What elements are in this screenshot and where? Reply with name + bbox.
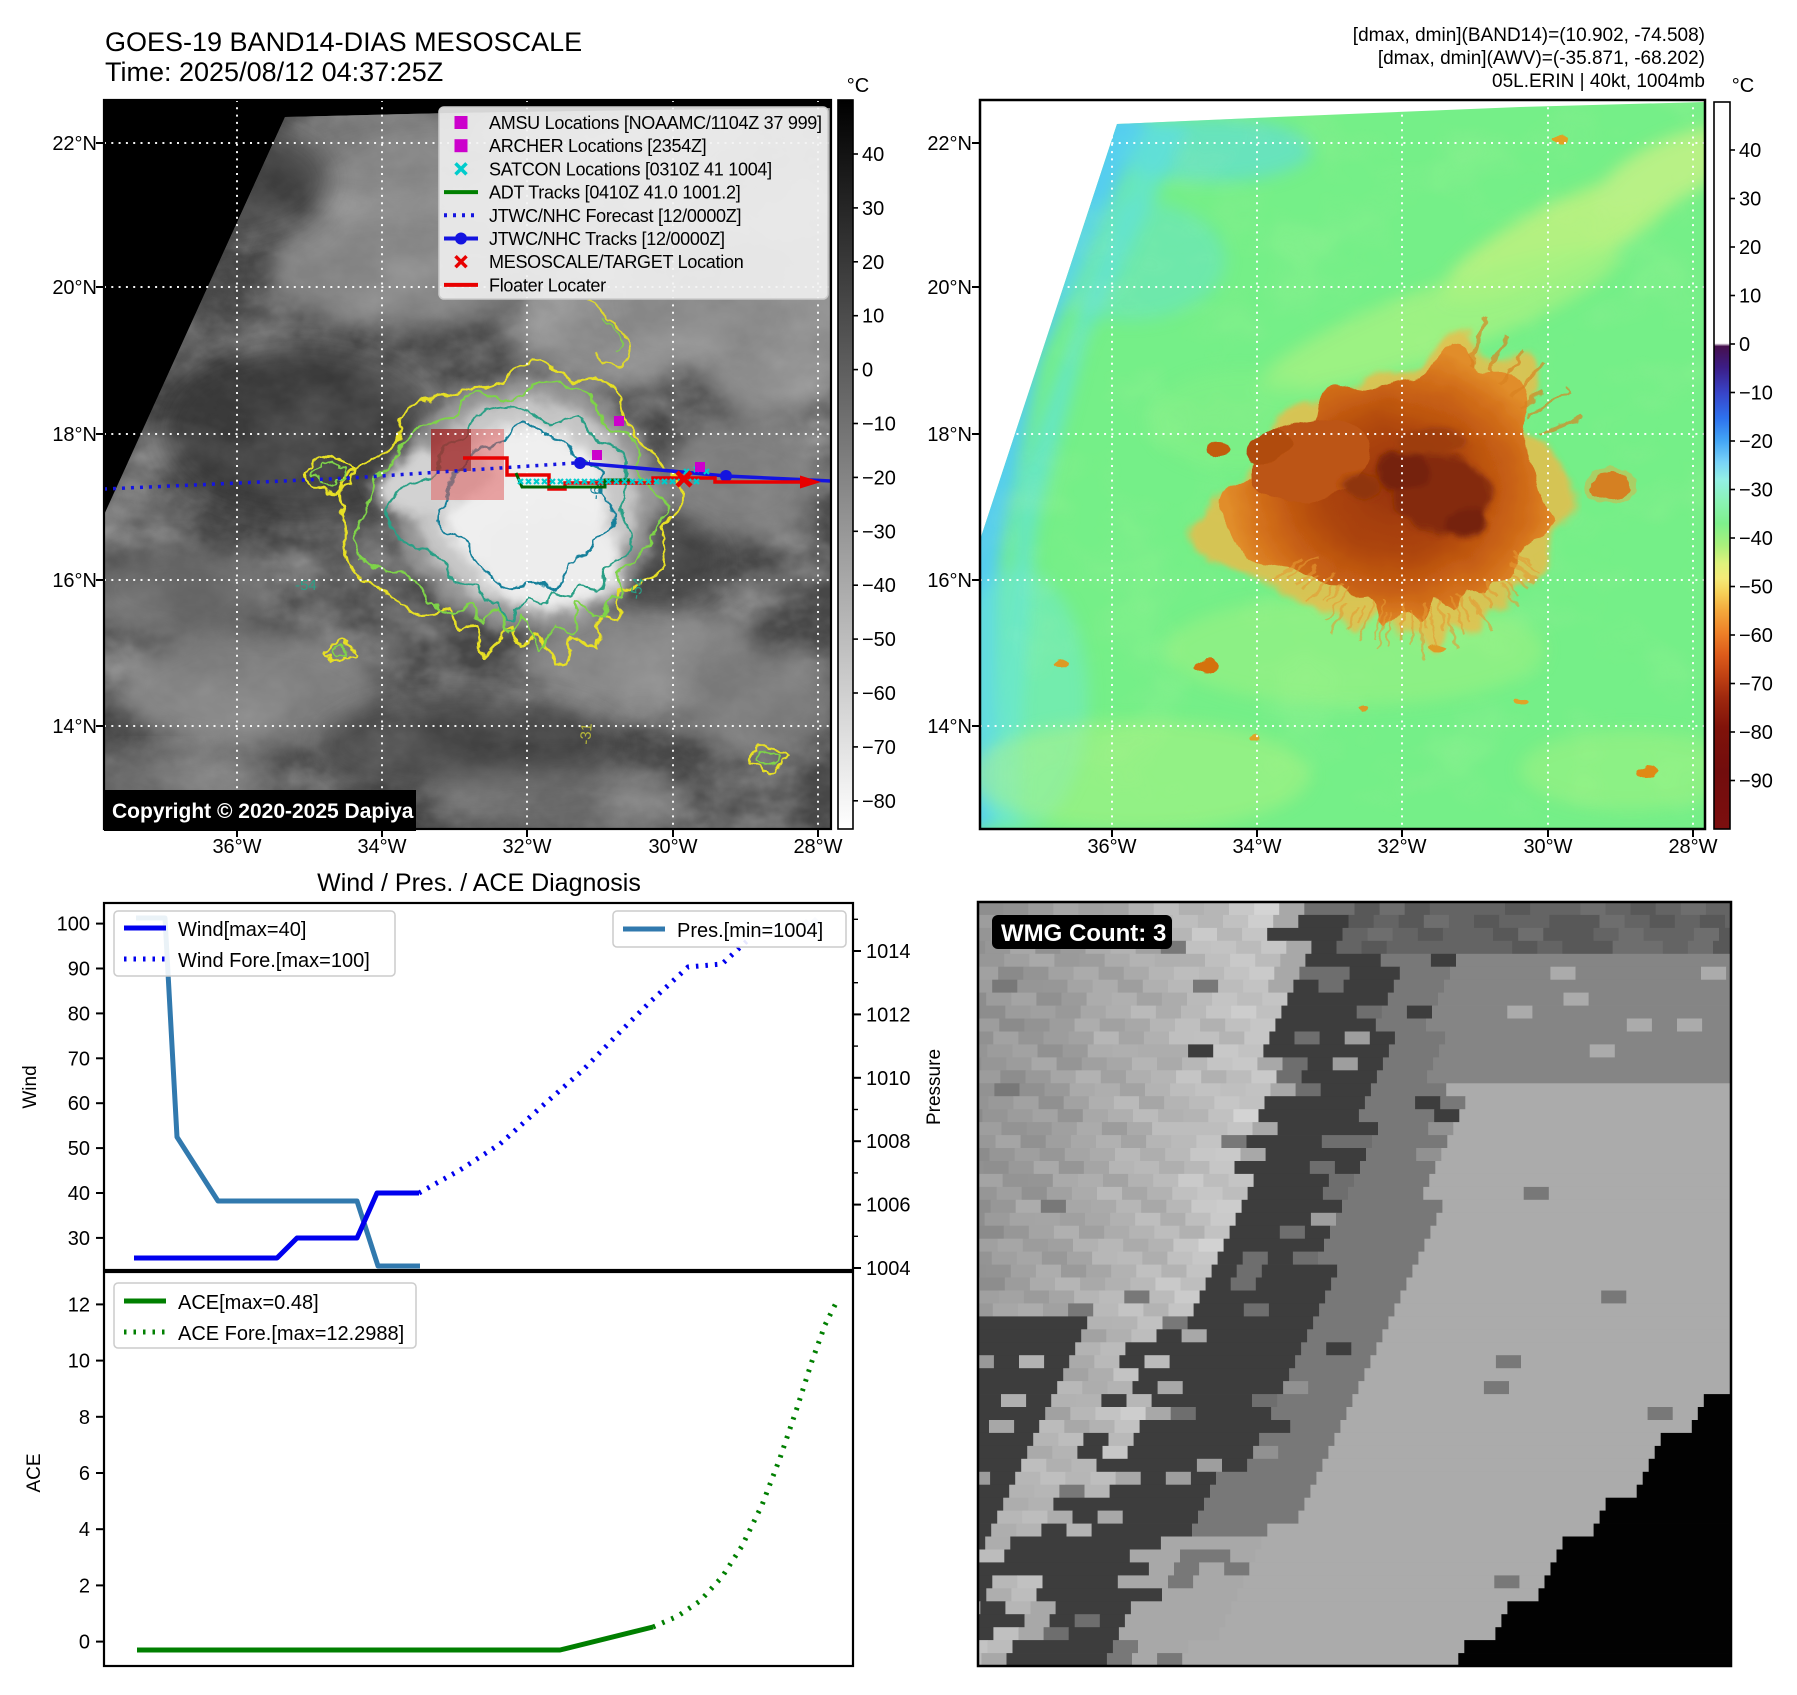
svg-text:[dmax, dmin](BAND14)=(10.902,: [dmax, dmin](BAND14)=(10.902, -74.508) xyxy=(1353,25,1705,46)
svg-text:-31: -31 xyxy=(577,722,596,745)
svg-text:−90: −90 xyxy=(1739,771,1773,793)
svg-text:32°W: 32°W xyxy=(1377,836,1426,858)
svg-text:°C: °C xyxy=(1732,75,1754,97)
svg-text:ARCHER Locations [2354Z]: ARCHER Locations [2354Z] xyxy=(489,136,706,156)
svg-text:1008: 1008 xyxy=(866,1131,911,1153)
svg-text:0: 0 xyxy=(1739,334,1750,356)
svg-text:34°W: 34°W xyxy=(357,836,406,858)
svg-text:−10: −10 xyxy=(862,414,896,436)
svg-text:2: 2 xyxy=(79,1575,90,1597)
svg-text:28°W: 28°W xyxy=(1668,836,1717,858)
svg-text:−70: −70 xyxy=(1739,674,1773,696)
svg-text:40: 40 xyxy=(1739,140,1761,162)
svg-text:GOES-19 BAND14-DIAS MESOSCALE: GOES-19 BAND14-DIAS MESOSCALE xyxy=(105,27,582,57)
svg-text:36°W: 36°W xyxy=(1087,836,1136,858)
svg-text:−50: −50 xyxy=(862,629,896,651)
svg-text:Wind: Wind xyxy=(20,1065,41,1108)
svg-text:10: 10 xyxy=(1739,286,1761,308)
svg-text:ACE: ACE xyxy=(24,1453,45,1492)
svg-text:−60: −60 xyxy=(862,683,896,705)
svg-text:1010: 1010 xyxy=(866,1068,911,1090)
svg-text:-64: -64 xyxy=(587,477,606,500)
svg-text:−10: −10 xyxy=(1739,383,1773,405)
svg-text:1006: 1006 xyxy=(866,1195,911,1217)
svg-text:Floater Locater: Floater Locater xyxy=(489,275,606,295)
svg-text:18°N: 18°N xyxy=(927,424,972,446)
svg-text:18°N: 18°N xyxy=(52,424,97,446)
svg-text:−20: −20 xyxy=(1739,431,1773,453)
svg-text:30°W: 30°W xyxy=(648,836,697,858)
svg-text:−80: −80 xyxy=(862,791,896,813)
svg-text:°C: °C xyxy=(847,75,869,97)
svg-text:Wind[max=40]: Wind[max=40] xyxy=(178,919,306,941)
svg-text:0: 0 xyxy=(862,360,873,382)
svg-text:AMSU Locations [NOAAMC/1104Z 3: AMSU Locations [NOAAMC/1104Z 37 999] xyxy=(489,113,822,133)
svg-text:10: 10 xyxy=(862,306,884,328)
svg-text:−80: −80 xyxy=(1739,722,1773,744)
svg-text:34°W: 34°W xyxy=(1232,836,1281,858)
svg-text:Wind / Pres. / ACE Diagnosis: Wind / Pres. / ACE Diagnosis xyxy=(317,869,641,897)
svg-text:80: 80 xyxy=(68,1003,90,1025)
svg-text:12: 12 xyxy=(68,1294,90,1316)
svg-text:20°N: 20°N xyxy=(52,277,97,299)
svg-text:−40: −40 xyxy=(1739,528,1773,550)
svg-text:32°W: 32°W xyxy=(502,836,551,858)
svg-text:90: 90 xyxy=(68,959,90,981)
svg-text:Pres.[min=1004]: Pres.[min=1004] xyxy=(677,920,823,942)
svg-text:0: 0 xyxy=(79,1632,90,1654)
svg-text:ACE Fore.[max=12.2988]: ACE Fore.[max=12.2988] xyxy=(178,1323,404,1345)
svg-text:22°N: 22°N xyxy=(927,133,972,155)
svg-text:SATCON Locations [0310Z 41 100: SATCON Locations [0310Z 41 1004] xyxy=(489,159,772,179)
svg-text:Wind Fore.[max=100]: Wind Fore.[max=100] xyxy=(178,950,370,972)
svg-text:50: 50 xyxy=(68,1138,90,1160)
svg-text:1012: 1012 xyxy=(866,1004,911,1026)
svg-text:−40: −40 xyxy=(862,575,896,597)
svg-text:Time: 2025/08/12 04:37:25Z: Time: 2025/08/12 04:37:25Z xyxy=(105,57,443,87)
svg-text:Copyright © 2020-2025 Dapiya: Copyright © 2020-2025 Dapiya xyxy=(112,800,414,823)
svg-text:-54: -54 xyxy=(627,576,648,600)
svg-text:−50: −50 xyxy=(1739,577,1773,599)
svg-text:20: 20 xyxy=(1739,237,1761,259)
svg-text:40: 40 xyxy=(862,144,884,166)
svg-text:36°W: 36°W xyxy=(212,836,261,858)
svg-text:30: 30 xyxy=(862,198,884,220)
svg-text:60: 60 xyxy=(68,1093,90,1115)
svg-text:20: 20 xyxy=(862,252,884,274)
svg-text:16°N: 16°N xyxy=(927,570,972,592)
svg-text:1004: 1004 xyxy=(866,1258,911,1280)
svg-text:JTWC/NHC Tracks [12/0000Z]: JTWC/NHC Tracks [12/0000Z] xyxy=(489,229,725,249)
svg-text:−60: −60 xyxy=(1739,625,1773,647)
svg-text:−30: −30 xyxy=(862,521,896,543)
svg-text:Pressure: Pressure xyxy=(924,1049,945,1125)
svg-text:1014: 1014 xyxy=(866,941,911,963)
svg-text:70: 70 xyxy=(68,1048,90,1070)
svg-text:14°N: 14°N xyxy=(52,716,97,738)
svg-text:JTWC/NHC Forecast [12/0000Z]: JTWC/NHC Forecast [12/0000Z] xyxy=(489,206,741,226)
svg-text:−30: −30 xyxy=(1739,480,1773,502)
svg-text:6: 6 xyxy=(79,1463,90,1485)
svg-text:MESOSCALE/TARGET Location: MESOSCALE/TARGET Location xyxy=(489,252,743,272)
svg-text:-54: -54 xyxy=(295,577,317,594)
svg-text:[dmax, dmin](AWV)=(-35.871, -6: [dmax, dmin](AWV)=(-35.871, -68.202) xyxy=(1378,48,1705,69)
svg-text:ADT Tracks [0410Z 41.0 1001.2]: ADT Tracks [0410Z 41.0 1001.2] xyxy=(489,183,740,203)
svg-text:30°W: 30°W xyxy=(1523,836,1572,858)
svg-text:−20: −20 xyxy=(862,467,896,489)
svg-text:30: 30 xyxy=(1739,189,1761,211)
svg-text:16°N: 16°N xyxy=(52,570,97,592)
svg-text:30: 30 xyxy=(68,1228,90,1250)
svg-text:22°N: 22°N xyxy=(52,133,97,155)
svg-text:10: 10 xyxy=(68,1351,90,1373)
svg-text:−70: −70 xyxy=(862,737,896,759)
svg-text:ACE[max=0.48]: ACE[max=0.48] xyxy=(178,1292,319,1314)
svg-text:20°N: 20°N xyxy=(927,277,972,299)
svg-text:05L.ERIN | 40kt, 1004mb: 05L.ERIN | 40kt, 1004mb xyxy=(1492,71,1705,92)
svg-text:28°W: 28°W xyxy=(793,836,842,858)
svg-text:8: 8 xyxy=(79,1407,90,1429)
svg-text:40: 40 xyxy=(68,1183,90,1205)
svg-text:4: 4 xyxy=(79,1519,90,1541)
svg-text:14°N: 14°N xyxy=(927,716,972,738)
svg-text:100: 100 xyxy=(57,914,90,936)
svg-text:WMG Count: 3: WMG Count: 3 xyxy=(1001,920,1166,947)
